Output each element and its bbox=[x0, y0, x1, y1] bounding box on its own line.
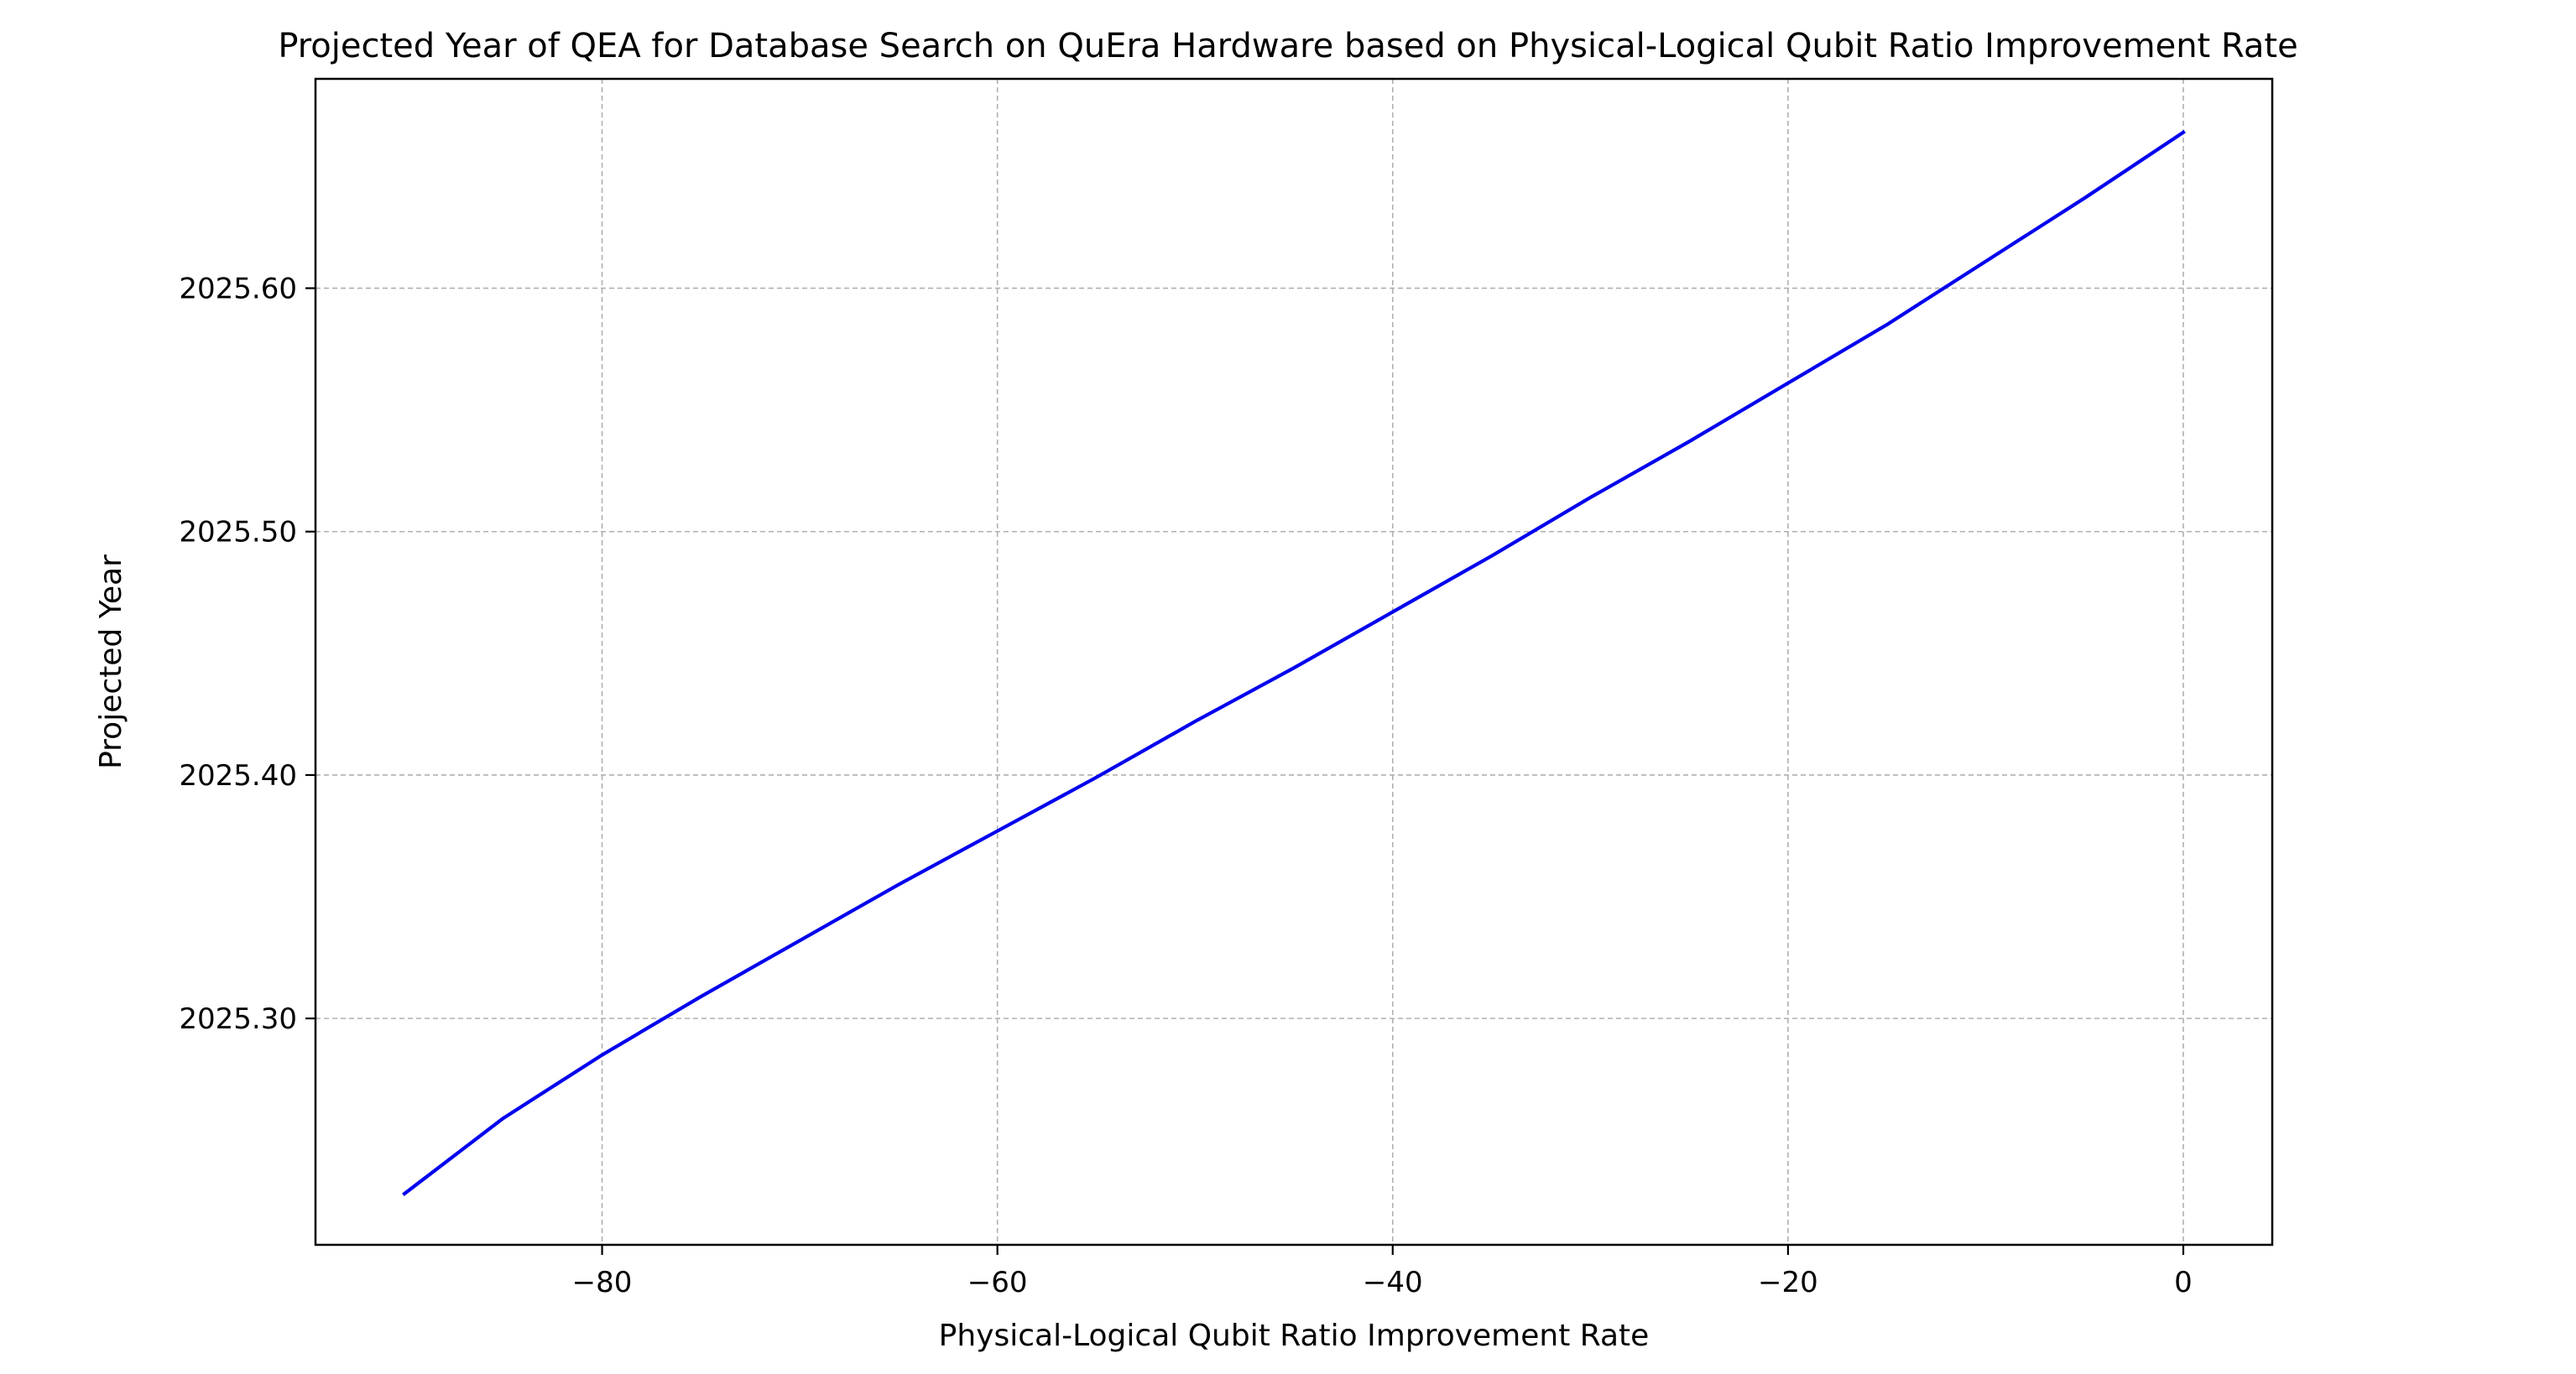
x-tick-label: −60 bbox=[967, 1266, 1028, 1299]
y-tick-label: 2025.30 bbox=[179, 1002, 297, 1036]
x-tick-label: 0 bbox=[2174, 1266, 2193, 1299]
x-gridlines bbox=[601, 79, 2184, 1245]
y-axis-ticks: 2025.30 2025.40 2025.50 2025.60 bbox=[179, 273, 315, 1036]
axes-frame bbox=[314, 77, 2274, 1246]
x-tick-label: −20 bbox=[1758, 1266, 1818, 1299]
x-axis-label: Physical-Logical Qubit Ratio Improvement… bbox=[939, 1319, 1650, 1353]
series-line-0 bbox=[402, 129, 2186, 1197]
y-tick-label: 2025.50 bbox=[179, 516, 297, 549]
plot-area bbox=[314, 77, 2274, 1246]
y-tick-label: 2025.40 bbox=[179, 759, 297, 793]
y-tick-label: 2025.60 bbox=[179, 273, 297, 306]
chart-title: Projected Year of QEA for Database Searc… bbox=[278, 27, 2297, 65]
x-tick-label: −40 bbox=[1363, 1266, 1423, 1299]
x-tick-label: −80 bbox=[572, 1266, 633, 1299]
plot-background bbox=[315, 79, 2272, 1245]
series-layer bbox=[402, 129, 2186, 1197]
y-axis-label: Projected Year bbox=[94, 554, 128, 769]
x-axis-ticks: −80 −60 −40 −20 0 bbox=[572, 1245, 2193, 1299]
